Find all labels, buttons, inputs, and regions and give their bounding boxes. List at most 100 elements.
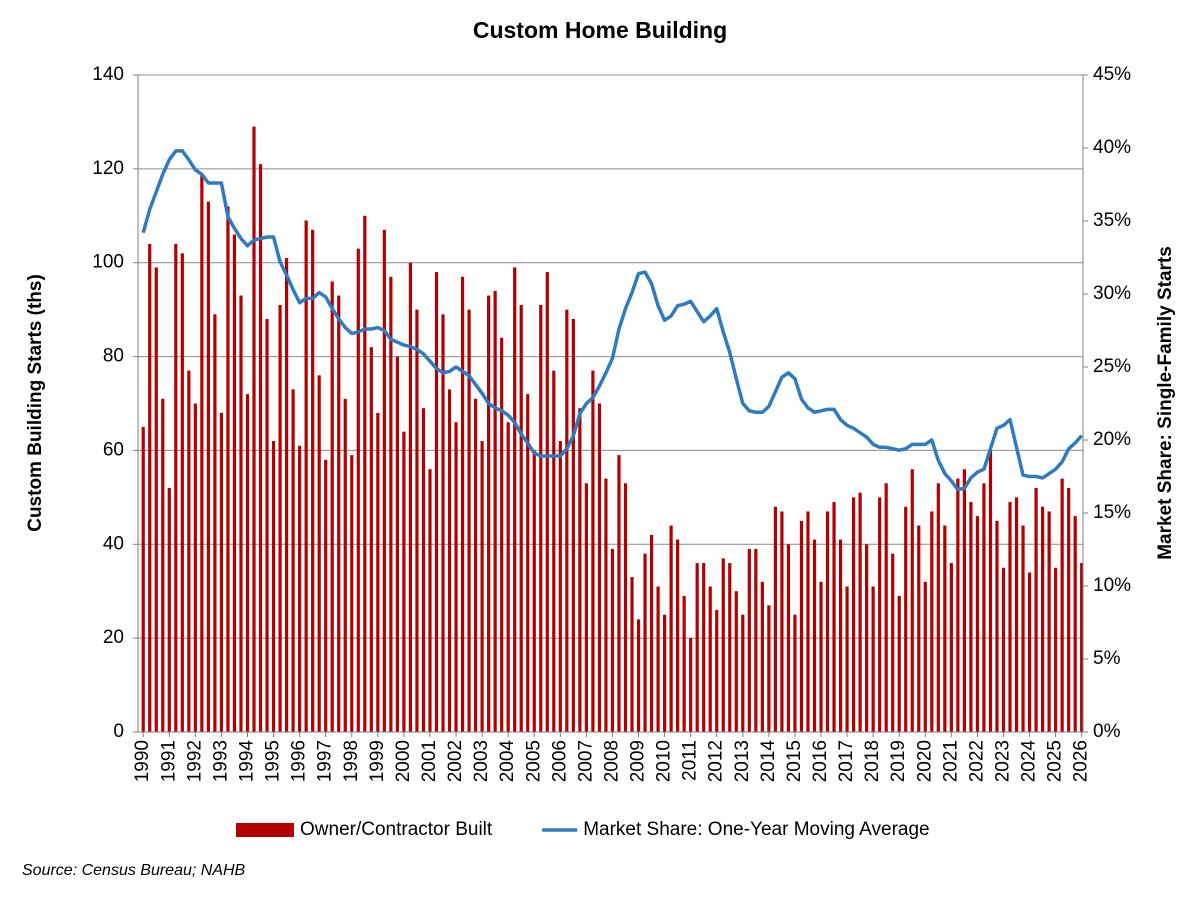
- bar: [1040, 506, 1045, 732]
- bar: [415, 309, 419, 732]
- bar: [1054, 567, 1058, 732]
- x-tick-label: 2002: [445, 740, 466, 782]
- bar: [343, 398, 347, 732]
- x-tick-label: 2000: [393, 740, 414, 782]
- bar: [767, 605, 771, 732]
- bar: [382, 229, 386, 732]
- x-tick-label: 2001: [419, 740, 440, 782]
- bar: [389, 276, 393, 732]
- legend-label: Market Share: One-Year Moving Average: [583, 819, 929, 840]
- bar: [838, 539, 843, 732]
- bar: [180, 253, 184, 733]
- bar: [402, 431, 406, 732]
- y2-tick-label: 45%: [1093, 64, 1131, 85]
- bar: [975, 516, 980, 732]
- bar: [337, 295, 341, 732]
- bar: [324, 459, 328, 732]
- y-tick-label: 140: [92, 64, 124, 85]
- bar: [1027, 572, 1032, 732]
- bar: [617, 455, 621, 732]
- bar: [330, 281, 334, 732]
- bar: [812, 539, 817, 732]
- bar: [200, 173, 204, 733]
- x-tick-label: 2019: [888, 740, 909, 782]
- bar: [995, 520, 999, 732]
- x-tick-label: 1998: [341, 740, 362, 782]
- x-tick-label: 2013: [732, 740, 753, 782]
- bar: [350, 455, 354, 732]
- x-tick-label: 2009: [628, 740, 649, 782]
- bar: [689, 638, 693, 732]
- bar: [239, 295, 243, 732]
- x-tick-label: 2006: [549, 740, 570, 782]
- bar: [904, 506, 908, 732]
- bar: [304, 220, 308, 732]
- x-tick-label: 2023: [993, 740, 1014, 782]
- bar: [1073, 516, 1077, 732]
- x-tick-label: 2004: [497, 740, 518, 783]
- bar: [584, 483, 588, 732]
- bar: [760, 581, 764, 732]
- bar: [721, 558, 725, 732]
- bar: [649, 534, 654, 732]
- bar: [858, 492, 862, 732]
- bar: [363, 215, 367, 733]
- bar: [910, 469, 914, 732]
- x-tick-label: 1999: [367, 740, 388, 782]
- bar: [591, 370, 595, 732]
- bar: [376, 412, 380, 732]
- bar: [519, 304, 523, 732]
- x-tick-label: 2010: [654, 740, 675, 782]
- y2-axis-label: Market Share: Single-Family Starts: [1155, 246, 1176, 560]
- bar: [969, 502, 973, 732]
- bar: [734, 591, 738, 732]
- bar: [487, 295, 491, 732]
- line: [141, 149, 1084, 492]
- bar: [506, 422, 510, 732]
- x-tick-label: 1990: [132, 740, 153, 782]
- bar: [825, 511, 830, 732]
- bar: [187, 370, 191, 732]
- y2-tick-label: 30%: [1093, 283, 1131, 304]
- bar: [682, 595, 686, 732]
- bar: [695, 563, 699, 732]
- bar: [291, 389, 295, 732]
- bar: [636, 619, 641, 732]
- bar: [467, 309, 471, 732]
- y2-tick-label: 5%: [1093, 648, 1121, 669]
- y2-tick-label: 15%: [1093, 502, 1131, 523]
- bar: [226, 206, 230, 732]
- y-tick-label: 0: [113, 721, 124, 742]
- bar: [232, 234, 237, 733]
- x-tick-label: 2012: [706, 740, 727, 782]
- x-tick-label: 1992: [184, 740, 205, 782]
- x-tick-label: 2003: [471, 740, 492, 782]
- bar: [832, 502, 836, 732]
- y-tick-label: 60: [103, 439, 124, 460]
- y2-tick-label: 20%: [1093, 429, 1131, 450]
- bar: [213, 314, 217, 732]
- bar: [962, 469, 966, 732]
- bar: [610, 548, 615, 732]
- bar: [1001, 567, 1006, 732]
- bar: [148, 243, 152, 732]
- bar: [1014, 497, 1019, 732]
- bar: [552, 370, 556, 732]
- bar: [532, 450, 536, 732]
- bar: [728, 563, 732, 732]
- bar: [604, 478, 608, 732]
- bar: [317, 375, 321, 732]
- bar: [454, 422, 458, 732]
- bar: [167, 487, 171, 732]
- bar: [917, 525, 921, 732]
- bar: [258, 164, 263, 732]
- x-tick-label: 2016: [810, 740, 831, 782]
- x-tick-label: 2020: [914, 740, 935, 782]
- bar: [956, 478, 960, 732]
- bar: [578, 408, 582, 732]
- bar: [943, 525, 947, 732]
- bar: [434, 272, 439, 732]
- bar: [982, 483, 986, 732]
- bar: [871, 586, 875, 732]
- bar: [174, 243, 178, 732]
